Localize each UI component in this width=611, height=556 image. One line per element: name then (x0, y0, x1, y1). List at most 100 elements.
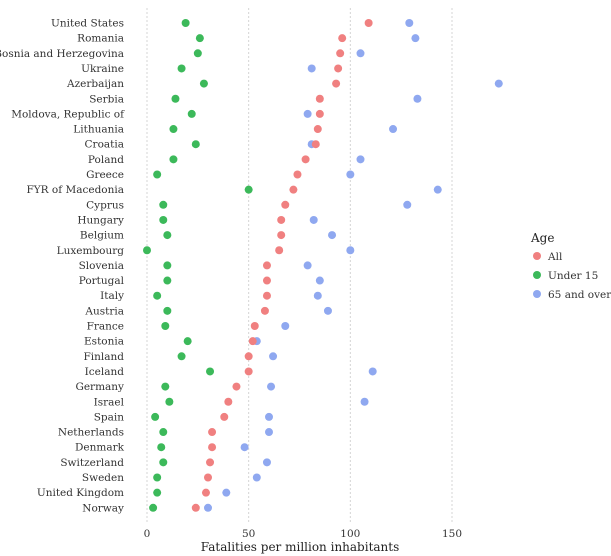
x-tick-label: 0 (144, 528, 151, 540)
dot-65-and-over (269, 352, 278, 361)
country-label: Switzerland (60, 457, 124, 469)
country-label: France (87, 321, 124, 333)
country-label: Finland (83, 351, 124, 363)
country-label: United Kingdom (37, 487, 124, 499)
dot-65-and-over (411, 34, 420, 43)
country-label: Iceland (85, 366, 125, 378)
dot-all (244, 352, 253, 361)
dot-all (301, 155, 310, 164)
x-axis-title: Fatalities per million inhabitants (201, 540, 400, 554)
country-label: Ukraine (81, 63, 124, 75)
dot-all (262, 291, 271, 300)
dot-under-15 (163, 261, 172, 270)
dot-65-and-over (323, 306, 332, 315)
x-tick-label: 150 (442, 528, 462, 540)
dot-all (338, 34, 347, 43)
dot-all (334, 64, 343, 73)
dot-under-15 (187, 109, 196, 118)
dot-under-15 (143, 246, 151, 255)
dot-65-and-over (281, 322, 290, 330)
dot-65-and-over (346, 170, 355, 179)
dot-all (289, 185, 298, 194)
country-label: United States (51, 18, 124, 30)
country-label: Belgium (80, 230, 124, 242)
legend: Age All Under 15 65 and over (530, 231, 611, 301)
dot-all (313, 125, 322, 134)
dot-under-15 (151, 412, 160, 421)
dot-65-and-over (494, 79, 503, 88)
dot-under-15 (163, 276, 172, 285)
data-points (143, 19, 503, 512)
dot-65-and-over (204, 503, 212, 512)
country-label: Austria (84, 305, 124, 317)
dot-65-and-over (360, 397, 369, 406)
dot-all (201, 488, 210, 497)
country-label: Hungary (77, 214, 124, 226)
dot-65-and-over (356, 49, 365, 58)
country-label: Italy (100, 290, 124, 302)
country-label: Estonia (84, 336, 124, 348)
dot-all (275, 246, 284, 255)
dot-65-and-over (413, 94, 422, 103)
dot-all (260, 306, 269, 315)
dot-all (262, 261, 271, 270)
dot-all (250, 322, 259, 330)
dot-under-15 (153, 291, 162, 300)
country-label: Luxembourg (57, 245, 125, 257)
dot-65-and-over (267, 382, 276, 391)
dot-under-15 (183, 337, 192, 346)
x-tick-label: 100 (340, 528, 360, 540)
country-label: Lithuania (73, 124, 124, 136)
dot-65-and-over (328, 231, 337, 240)
dot-under-15 (171, 94, 180, 103)
dot-under-15 (159, 458, 168, 467)
dot-under-15 (195, 34, 204, 43)
country-label: Moldova, Republic of (11, 108, 125, 120)
dot-under-15 (163, 306, 172, 315)
dot-all (332, 79, 341, 88)
legend-label: All (547, 251, 563, 263)
dot-under-15 (161, 322, 170, 330)
country-label: Serbia (89, 93, 124, 105)
country-label: Slovenia (79, 260, 124, 272)
dot-all (244, 367, 253, 376)
grid-lines (146, 8, 453, 522)
dot-all (224, 397, 233, 406)
dot-all (204, 473, 212, 482)
dot-65-and-over (303, 261, 312, 270)
dot-all (315, 109, 324, 118)
country-label: Poland (88, 154, 124, 166)
dot-under-15 (177, 352, 186, 361)
dot-65-and-over (368, 367, 377, 376)
dot-65-and-over (265, 412, 273, 421)
dot-65-and-over (309, 215, 318, 224)
dot-all (191, 503, 200, 512)
dot-under-15 (206, 367, 215, 376)
dot-under-15 (177, 64, 186, 73)
dot-65-and-over (262, 458, 271, 467)
dot-all (248, 337, 257, 346)
country-label: Bosnia and Herzegovina (0, 48, 124, 60)
dot-all (232, 382, 241, 391)
country-label: Norway (82, 502, 124, 514)
dot-all (315, 94, 324, 103)
dot-under-15 (157, 443, 166, 452)
dot-under-15 (169, 125, 178, 134)
country-label: FYR of Macedonia (26, 184, 124, 196)
x-tick-label: 50 (242, 528, 255, 540)
dot-under-15 (159, 200, 168, 209)
country-label: Croatia (85, 139, 124, 151)
dot-65-and-over (389, 125, 398, 134)
dot-65-and-over (265, 428, 273, 437)
dot-under-15 (181, 19, 190, 27)
legend-key-65-and-over (533, 290, 541, 298)
legend-key-under-15 (533, 271, 541, 279)
dot-65-and-over (307, 64, 316, 73)
dot-under-15 (244, 185, 253, 194)
dot-under-15 (161, 382, 170, 391)
dot-all (262, 276, 271, 285)
dot-65-and-over (313, 291, 322, 300)
country-label: Greece (86, 169, 124, 181)
dot-all (206, 458, 215, 467)
